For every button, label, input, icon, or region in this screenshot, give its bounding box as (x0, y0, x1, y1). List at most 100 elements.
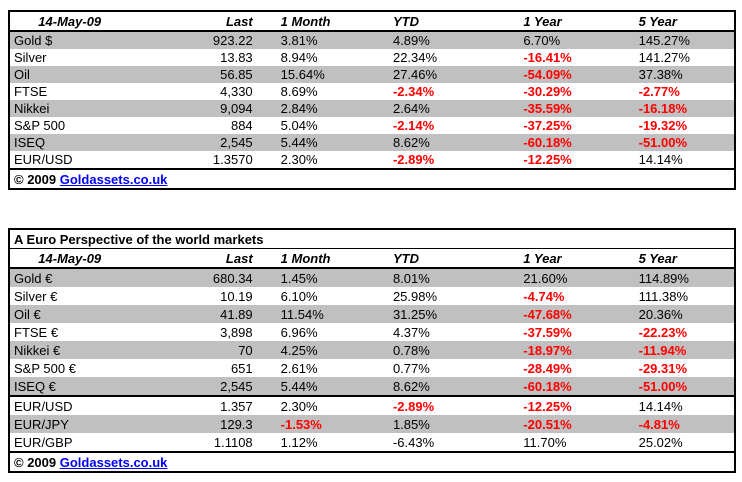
table-row: Nikkei 9,094 2.84% 2.64% -35.59% -16.18% (9, 100, 735, 117)
last-value: 923.22 (212, 33, 253, 48)
pct-value: 25.02% (638, 434, 683, 450)
last-value: 680.34 (212, 270, 253, 286)
column-header-1-month: 1 Month (280, 250, 331, 266)
instrument-label: EUR/JPY (14, 416, 69, 432)
pct-value: 2.64% (392, 101, 430, 116)
pct-value: -2.14% (392, 118, 435, 133)
pct-value: 27.46% (392, 67, 438, 82)
pct-value: 6.96% (280, 324, 318, 340)
instrument-label: EUR/USD (14, 152, 73, 167)
table-row: EUR/GBP 1.1108 1.12% -6.43% 11.70% 25.02% (9, 433, 735, 452)
last-value: 9,094 (220, 101, 253, 116)
last-value: 1.3570 (212, 152, 253, 167)
pct-value: 11.54% (280, 306, 324, 322)
pct-value: 21.60% (523, 270, 568, 286)
pct-value: 1.85% (392, 416, 430, 432)
pct-value: 25.98% (392, 288, 438, 304)
table-row: EUR/USD 1.3570 2.30% -2.89% -12.25% 14.14% (9, 151, 735, 169)
pct-value: 2.61% (280, 360, 318, 376)
pct-value: 5.44% (280, 378, 318, 394)
pct-value: 141.27% (638, 50, 690, 65)
pct-value: 14.14% (638, 398, 683, 414)
pct-value: 111.38% (638, 288, 689, 304)
instrument-label: FTSE (14, 84, 48, 99)
pct-value: 22.34% (392, 50, 438, 65)
pct-value: -29.31% (638, 360, 688, 376)
pct-value: -6.43% (392, 434, 435, 450)
pct-value: 8.62% (392, 378, 430, 394)
pct-value: -60.18% (523, 135, 572, 150)
column-header-5-year: 5 Year (638, 250, 677, 266)
pct-value: 8.01% (392, 270, 430, 286)
last-value: 3,898 (220, 324, 253, 340)
pct-value: 5.04% (280, 118, 318, 133)
pct-value: 37.38% (638, 67, 683, 82)
pct-value: -60.18% (523, 378, 572, 394)
instrument-label: Oil € (14, 306, 41, 322)
last-value: 1.357 (220, 398, 253, 414)
last-value: 1.1108 (213, 434, 253, 450)
pct-value: -12.25% (523, 152, 572, 167)
instrument-label: Nikkei € (14, 342, 61, 358)
pct-value: -35.59% (523, 101, 572, 116)
pct-value: -19.32% (638, 118, 688, 133)
table-row: Silver 13.83 8.94% 22.34% -16.41% 141.27% (9, 49, 735, 66)
table-title: A Euro Perspective of the world markets (14, 231, 264, 247)
column-header-1-year: 1 Year (523, 250, 562, 266)
instrument-label: Nikkei (14, 101, 50, 116)
pct-value: 2.30% (280, 152, 318, 167)
table-header-row: 14-May-09 Last 1 Month YTD 1 Year 5 Year (9, 249, 735, 268)
instrument-label: S&P 500 € (14, 360, 76, 376)
instrument-label: ISEQ (14, 135, 46, 150)
pct-value: 4.89% (392, 33, 430, 48)
table-row: FTSE 4,330 8.69% -2.34% -30.29% -2.77% (9, 83, 735, 100)
goldassets-link[interactable]: Goldassets.co.uk (59, 171, 168, 187)
table-footer-row: © 2009 Goldassets.co.uk (9, 169, 735, 189)
instrument-label: Silver (14, 50, 47, 65)
last-value: 2,545 (220, 378, 253, 394)
last-value: 70 (238, 342, 253, 358)
instrument-label: Gold $ (14, 33, 53, 48)
pct-value: 15.64% (280, 67, 325, 82)
table-row: S&P 500 € 651 2.61% 0.77% -28.49% -29.31% (9, 359, 735, 377)
last-value: 651 (230, 360, 253, 376)
last-value: 2,545 (220, 135, 253, 150)
pct-value: 3.81% (280, 33, 318, 48)
pct-value: -4.81% (638, 416, 680, 432)
pct-value: -51.00% (638, 135, 688, 150)
last-value: 13.83 (220, 50, 253, 65)
column-header-last: Last (225, 250, 253, 266)
table-row: Nikkei € 70 4.25% 0.78% -18.97% -11.94% (9, 341, 735, 359)
instrument-label: Oil (14, 67, 30, 82)
world-markets-usd-table: 14-May-09 Last 1 Month YTD 1 Year 5 Year… (8, 10, 736, 190)
last-value: 884 (230, 118, 253, 133)
table-row: Gold $ 923.22 3.81% 4.89% 6.70% 145.27% (9, 31, 735, 49)
pct-value: 6.70% (523, 33, 561, 48)
pct-value: 11.70% (523, 434, 567, 450)
pct-value: 1.12% (280, 434, 318, 450)
pct-value: 0.77% (392, 360, 430, 376)
date-header: 14-May-09 (38, 250, 102, 266)
pct-value: -11.94% (638, 342, 687, 358)
column-header-1-year: 1 Year (523, 13, 562, 29)
pct-value: 1.45% (280, 270, 318, 286)
pct-value: -18.97% (523, 342, 572, 358)
table-row: FTSE € 3,898 6.96% 4.37% -37.59% -22.23% (9, 323, 735, 341)
table-row: EUR/USD 1.357 2.30% -2.89% -12.25% 14.14% (9, 396, 735, 415)
world-markets-euro-table: A Euro Perspective of the world markets … (8, 228, 736, 473)
instrument-label: S&P 500 (14, 118, 66, 133)
table-row: Oil € 41.89 11.54% 31.25% -47.68% 20.36% (9, 305, 735, 323)
table-row: Silver € 10.19 6.10% 25.98% -4.74% 111.38% (9, 287, 735, 305)
table-row: S&P 500 884 5.04% -2.14% -37.25% -19.32% (9, 117, 735, 134)
pct-value: 5.44% (280, 135, 318, 150)
instrument-label: EUR/USD (14, 398, 73, 414)
last-value: 41.89 (220, 306, 253, 322)
pct-value: -12.25% (523, 398, 572, 414)
pct-value: -2.89% (392, 398, 435, 414)
goldassets-link[interactable]: Goldassets.co.uk (59, 454, 168, 470)
pct-value: 8.62% (392, 135, 430, 150)
table-row: ISEQ 2,545 5.44% 8.62% -60.18% -51.00% (9, 134, 735, 151)
column-header-last: Last (225, 13, 253, 29)
pct-value: -16.41% (523, 50, 572, 65)
